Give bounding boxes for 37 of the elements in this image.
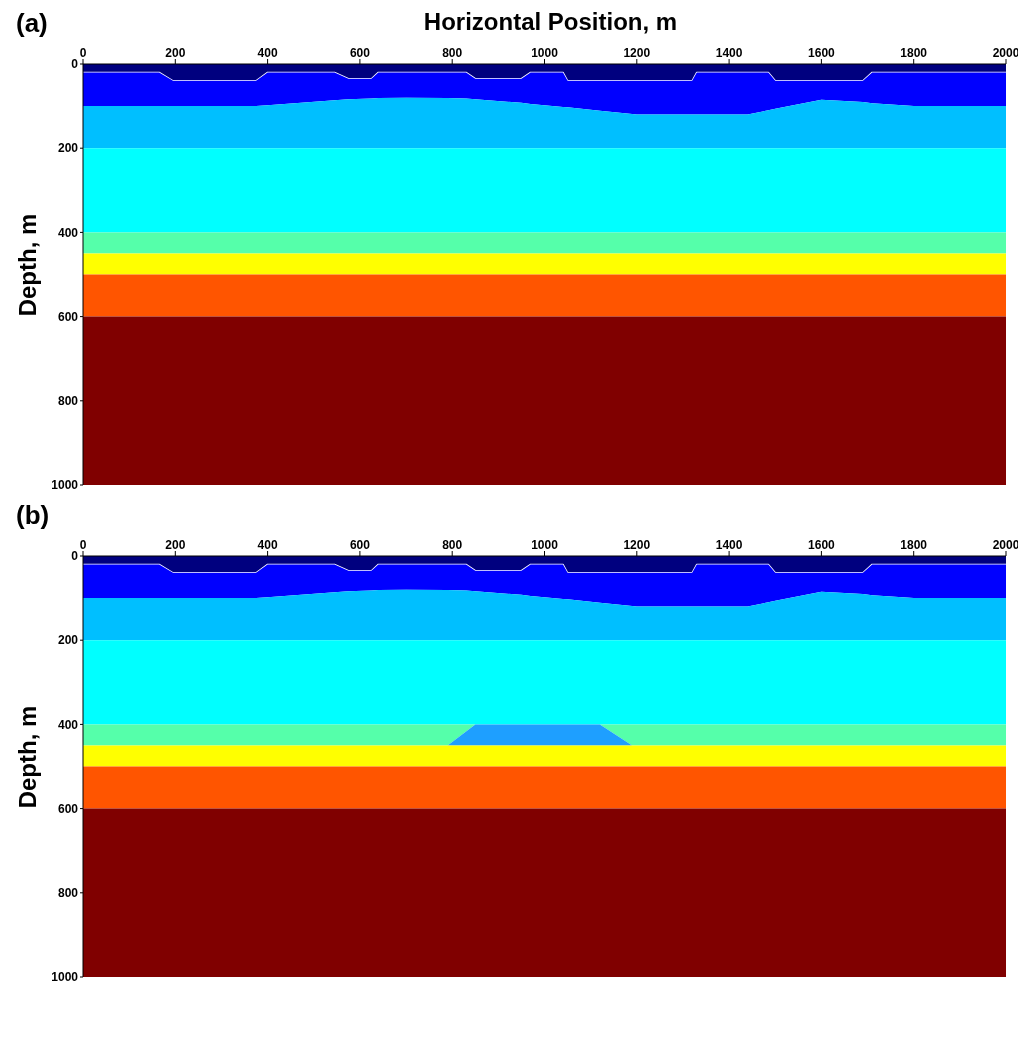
y-tick-label: 400 xyxy=(57,225,79,240)
y-tick-label: 1000 xyxy=(51,478,79,493)
y-tick-label: 200 xyxy=(57,141,79,156)
chart-title: (b) xyxy=(16,500,51,532)
x-tick-label: 1800 xyxy=(900,46,928,60)
y-tick-label: 1000 xyxy=(51,970,79,985)
y-axis-title: Depth, m xyxy=(14,705,42,809)
x-tick-label: 200 xyxy=(165,46,186,60)
y-tick-label: 800 xyxy=(57,886,79,901)
x-tick-label: 800 xyxy=(442,46,463,60)
y-tick-label: 0 xyxy=(71,549,79,564)
x-tick-label: 200 xyxy=(165,538,186,552)
x-tick-label: 1200 xyxy=(623,46,651,60)
y-tick-label: 600 xyxy=(57,309,79,324)
y-axis-title: Depth, m xyxy=(14,213,42,317)
x-tick-label: 600 xyxy=(349,538,371,552)
x-tick-label: 2000 xyxy=(992,538,1020,552)
x-tick-label: 1600 xyxy=(808,538,836,552)
y-tick-label: 600 xyxy=(57,801,79,816)
x-tick-label: 1200 xyxy=(623,538,651,552)
x-tick-label: 800 xyxy=(442,538,463,552)
x-axis-title: Horizontal Position, m xyxy=(422,8,679,36)
x-tick-label: 2000 xyxy=(992,46,1020,60)
x-tick-label: 1800 xyxy=(900,538,928,552)
x-tick-label: 600 xyxy=(349,46,371,60)
chart-title: (a) xyxy=(16,8,48,38)
x-tick-label: 1000 xyxy=(531,538,559,552)
x-tick-label: 1400 xyxy=(715,46,743,60)
x-tick-label: 1600 xyxy=(808,46,836,60)
y-tick-label: 800 xyxy=(57,394,79,409)
y-tick-label: 400 xyxy=(57,717,79,732)
x-tick-label: 1400 xyxy=(715,538,743,552)
x-tick-label: 400 xyxy=(257,46,278,60)
x-tick-label: 400 xyxy=(257,538,278,552)
y-tick-label: 0 xyxy=(71,57,79,72)
y-tick-label: 200 xyxy=(57,633,79,648)
x-tick-label: 1000 xyxy=(531,46,559,60)
